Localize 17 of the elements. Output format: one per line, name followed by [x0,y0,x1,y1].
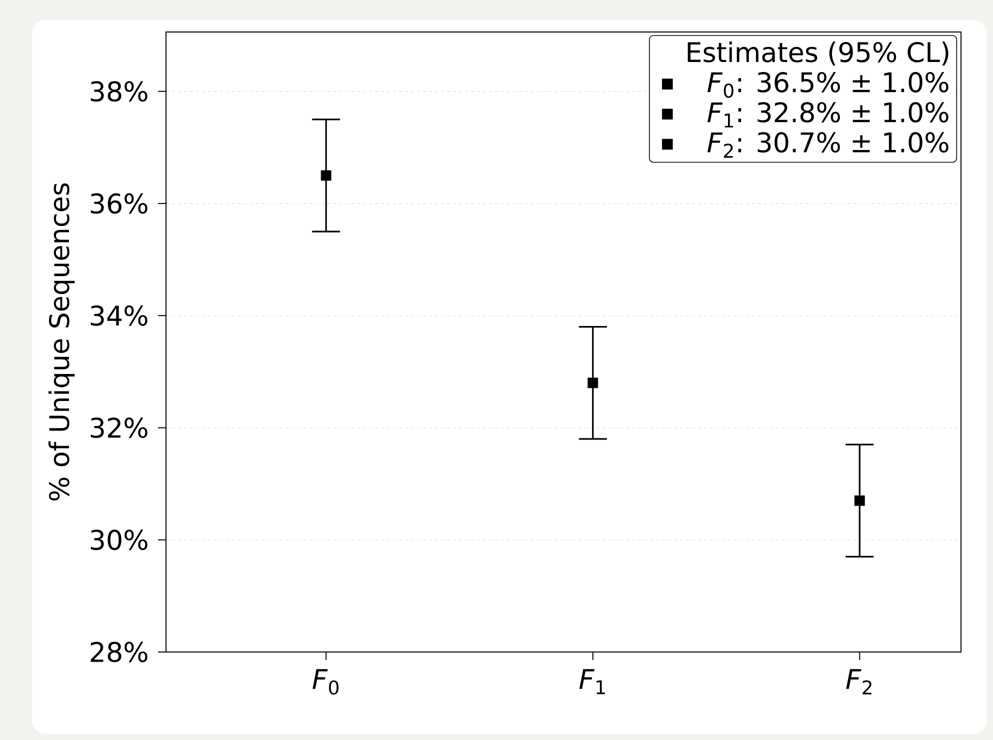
y-tick-label: 38% [90,81,148,102]
x-tick-label: F$_{1}$ [579,669,605,694]
legend-label: F$_{1}$: 32.8% ± 1.0% [707,102,948,128]
point [320,170,332,181]
x-tick-label: F$_{0}$ [312,669,339,695]
y-tick-label: 30% [90,530,148,550]
legend-label: F$_{2}$: 30.7% ± 1.0% [707,132,948,158]
y-axis-title: % of Unique Sequences [48,183,75,500]
x-tick-label: F$_{2}$ [846,669,872,694]
point [588,378,598,388]
y-tick-label: 34% [90,305,148,326]
legend-title: Estimates (95% CL) [688,41,948,66]
y-tick-label: 32% [90,418,148,438]
y-tick-label: 28% [90,642,148,662]
legend-label: F$_{0}$: 36.5% ± 1.0% [707,72,948,98]
point [854,495,865,506]
y-tick-label: 36% [90,193,148,214]
